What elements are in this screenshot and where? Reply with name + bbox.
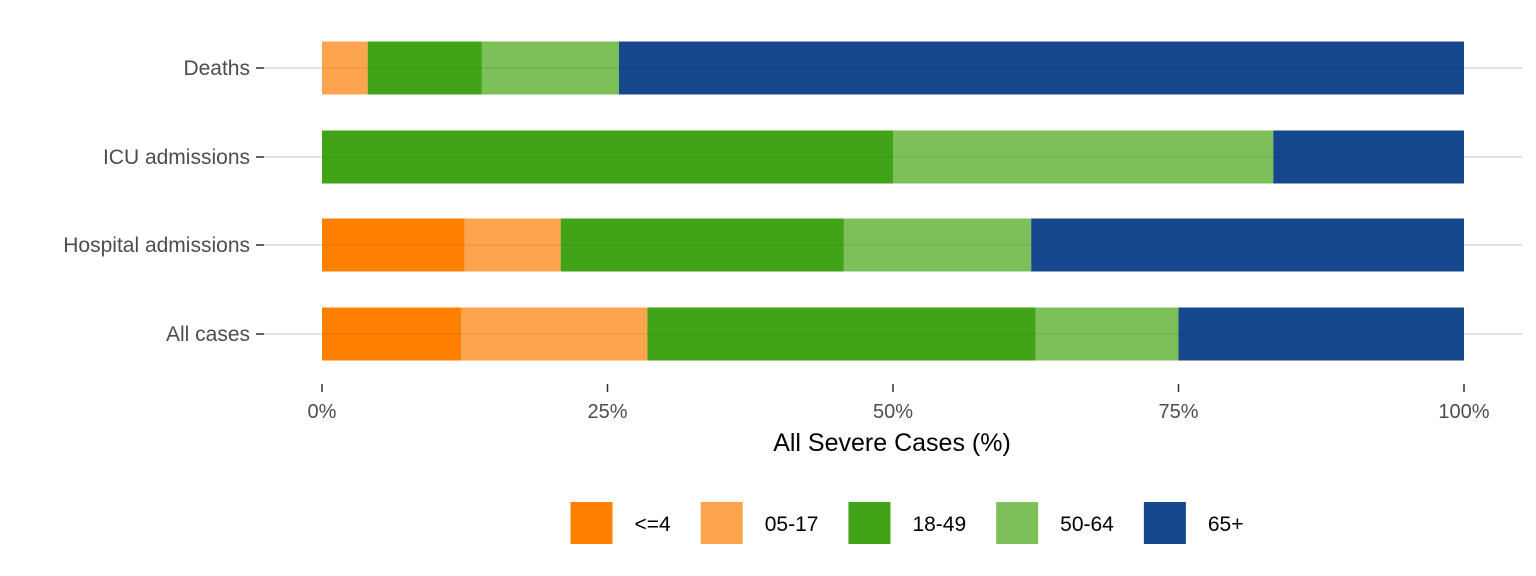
- x-axis: 0% 25% 50% 75% 100%: [308, 384, 1490, 423]
- legend-key: [570, 502, 613, 544]
- bar-segment: [1273, 130, 1464, 184]
- bar-segment: [322, 41, 368, 95]
- legend-key: [996, 502, 1039, 544]
- bar-segment: [843, 218, 1032, 272]
- bar-segment: [618, 41, 1464, 95]
- x-tick-label: 50%: [873, 401, 913, 423]
- bar-segment: [481, 41, 619, 95]
- bars: [322, 41, 1464, 361]
- y-tick-label: Deaths: [183, 57, 250, 80]
- bar-segment: [322, 218, 465, 272]
- x-tick-label: 100%: [1438, 401, 1489, 423]
- y-tick-label: ICU admissions: [103, 146, 250, 169]
- x-tick-label: 0%: [308, 401, 337, 423]
- legend-key: [1143, 502, 1186, 544]
- legend-label: 65+: [1208, 513, 1244, 536]
- legend-key: [848, 502, 891, 544]
- legend-label: <=4: [635, 513, 672, 536]
- bar-segment: [464, 218, 561, 272]
- y-tick-label: Hospital admissions: [63, 234, 250, 257]
- legend-key: [700, 502, 743, 544]
- y-axis: Deaths ICU admissions Hospital admissions A…: [63, 57, 264, 346]
- bar-segment: [560, 218, 844, 272]
- x-tick-label: 75%: [1158, 401, 1198, 423]
- x-tick-label: 25%: [587, 401, 627, 423]
- legend-label: 50-64: [1060, 513, 1114, 536]
- bar-segment: [1031, 218, 1464, 272]
- bar-segment: [893, 130, 1274, 184]
- bar-segment: [367, 41, 482, 95]
- legend-label: 18-49: [912, 513, 966, 536]
- legend-label: 05-17: [765, 513, 819, 536]
- bar-segment: [1035, 307, 1179, 361]
- bar-segment: [647, 307, 1036, 361]
- bar-segment: [461, 307, 648, 361]
- y-tick-label: All cases: [166, 323, 250, 346]
- bar-segment: [322, 307, 462, 361]
- x-axis-title: All Severe Cases (%): [773, 429, 1011, 457]
- gridlines: [258, 67, 1522, 335]
- bar-segment: [1178, 307, 1464, 361]
- legend: <=4 05-17 18-49 50-64 65+: [570, 502, 1244, 544]
- bar-segment: [322, 130, 893, 184]
